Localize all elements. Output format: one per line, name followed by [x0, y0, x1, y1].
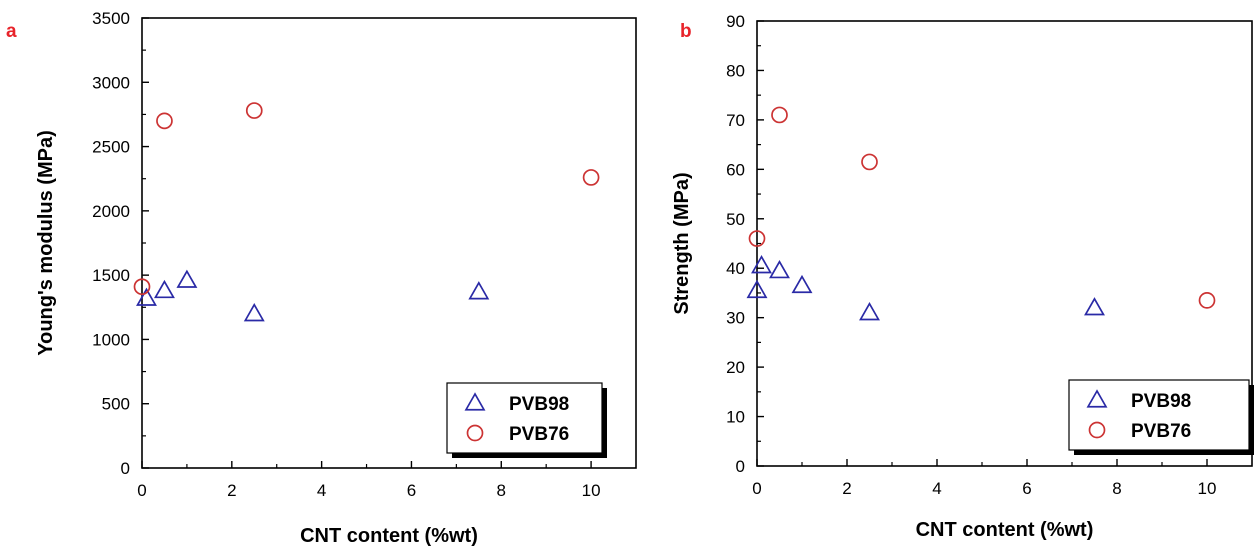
- data-point-triangle: [769, 259, 790, 279]
- chart-panel-b: b 0 10 20 30 40 50 60 70 80 90 0 2 4 6 8 10 CNT content (…: [671, 12, 1254, 541]
- y-tick-label: 3000: [92, 73, 130, 92]
- y-tick-label: 10: [726, 408, 745, 427]
- y-tick-label: 500: [102, 395, 130, 414]
- legend-label: PVB98: [1131, 391, 1191, 412]
- data-point-triangle: [153, 279, 175, 299]
- data-point-triangle: [1084, 297, 1105, 316]
- data-point-circle: [156, 112, 173, 130]
- x-tick-label: 0: [137, 481, 146, 500]
- panel-letter: b: [680, 21, 692, 42]
- data-point-triangle: [136, 287, 157, 306]
- chart-panel-a: a 0 500 1000 1500 2000 2500 3000 3500 0 2 4 6 8 10 CNT …: [6, 9, 637, 547]
- x-tick-label: 4: [932, 479, 941, 498]
- y-tick-label: 1000: [92, 330, 130, 349]
- data-point-triangle: [176, 269, 198, 288]
- data-point-circle: [245, 102, 263, 119]
- y-tick-label: 30: [726, 309, 745, 328]
- series-pvb98: [746, 255, 1105, 321]
- data-point-circle: [1198, 292, 1216, 309]
- data-point-triangle: [751, 255, 772, 274]
- legend-box: [1068, 379, 1250, 451]
- y-tick-label: 60: [726, 160, 745, 179]
- y-tick-label: 0: [121, 459, 130, 478]
- data-point-circle: [771, 106, 788, 124]
- y-tick-label: 3500: [92, 9, 130, 28]
- legend-label: PVB76: [509, 424, 569, 445]
- panel-letter: a: [6, 21, 17, 42]
- legend: PVB98 PVB76: [1068, 379, 1254, 455]
- y-axis-label: Young's modulus (MPa): [35, 130, 57, 356]
- x-tick-label: 6: [1022, 479, 1031, 498]
- y-tick-label: 1500: [92, 266, 130, 285]
- legend: PVB98 PVB76: [446, 382, 607, 458]
- legend-marker-triangle: [464, 392, 486, 411]
- series-pvb76: [133, 102, 600, 296]
- series-pvb98: [136, 269, 490, 322]
- data-point-circle: [861, 153, 878, 171]
- data-point-circle: [748, 230, 766, 247]
- legend-marker-circle: [1088, 421, 1106, 439]
- x-tick-label: 6: [407, 481, 416, 500]
- x-axis-label: CNT content (%wt): [300, 525, 478, 547]
- x-tick-label: 4: [317, 481, 326, 500]
- x-axis-label: CNT content (%wt): [916, 519, 1094, 541]
- x-tick-label: 2: [842, 479, 851, 498]
- data-point-circle: [133, 278, 151, 296]
- legend-marker-circle: [466, 424, 484, 442]
- legend-marker-triangle: [1086, 389, 1108, 408]
- y-tick-label: 2000: [92, 202, 130, 221]
- x-tick-label: 2: [227, 481, 236, 500]
- data-point-triangle: [791, 274, 813, 294]
- data-point-triangle: [859, 302, 880, 321]
- y-tick-label: 0: [736, 457, 745, 476]
- x-tick-label: 10: [1198, 479, 1217, 498]
- y-tick-label: 2500: [92, 138, 130, 157]
- legend-label: PVB98: [509, 394, 569, 415]
- x-tick-label: 8: [1112, 479, 1121, 498]
- data-point-triangle: [746, 279, 768, 299]
- x-tick-label: 8: [497, 481, 506, 500]
- x-tick-label: 0: [752, 479, 761, 498]
- series-pvb76: [748, 106, 1216, 309]
- data-point-triangle: [243, 303, 265, 322]
- y-axis-label: Strength (MPa): [671, 172, 693, 314]
- y-tick-label: 40: [726, 259, 745, 278]
- legend-label: PVB76: [1131, 421, 1191, 442]
- x-tick-label: 10: [582, 481, 601, 500]
- legend-box: [446, 382, 603, 454]
- y-tick-label: 90: [726, 12, 745, 31]
- y-tick-label: 80: [726, 61, 745, 80]
- y-tick-label: 50: [726, 210, 745, 229]
- data-point-triangle: [468, 281, 490, 300]
- y-tick-label: 70: [726, 111, 745, 130]
- y-tick-label: 20: [726, 358, 745, 377]
- data-point-circle: [582, 169, 600, 186]
